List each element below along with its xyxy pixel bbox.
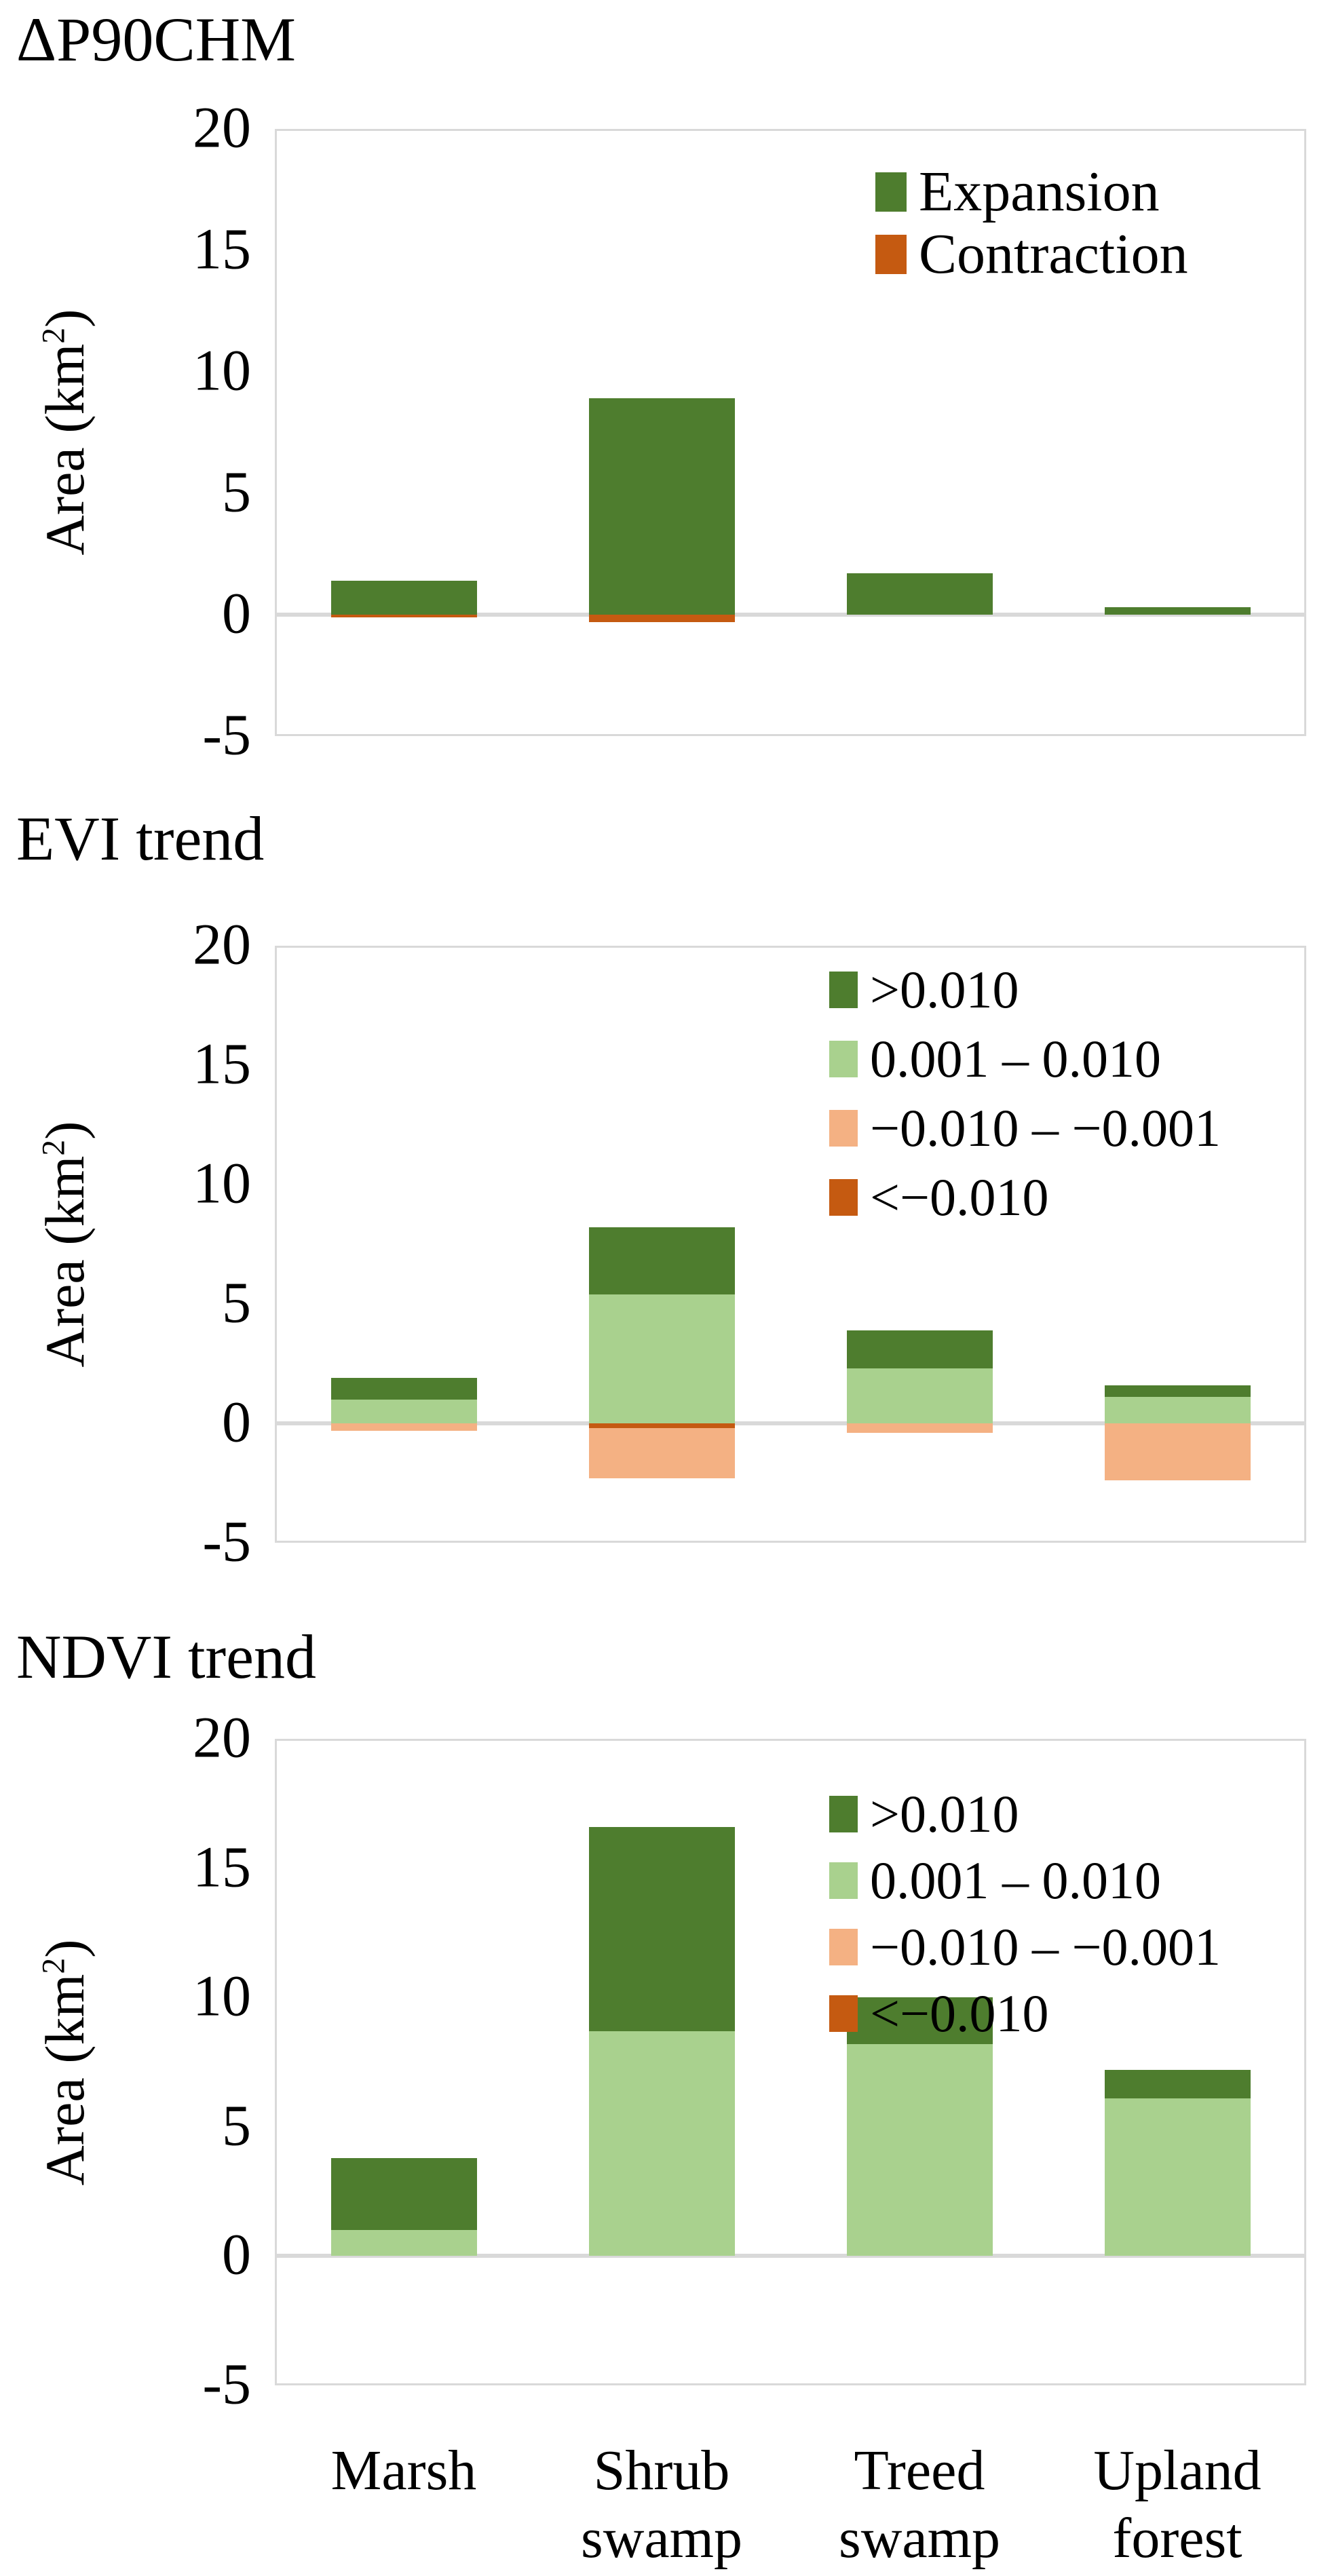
bar-segment: [846, 1368, 993, 1423]
legend-label: −0.010 – −0.001: [870, 1098, 1221, 1157]
legend-item: Expansion: [875, 164, 1160, 220]
zero-line: [275, 613, 1306, 617]
y-tick-label: 15: [193, 216, 251, 282]
bar-segment: [846, 1330, 993, 1369]
legend-item: 0.001 – 0.010: [829, 1854, 1161, 1907]
legend-item: −0.010 – −0.001: [829, 1102, 1221, 1155]
bar-segment: [588, 398, 735, 615]
bar-segment: [588, 1428, 735, 1478]
legend-item: <−0.010: [829, 1171, 1048, 1224]
bar-segment: [330, 580, 477, 615]
legend-item: −0.010 – −0.001: [829, 1921, 1221, 1974]
y-tick-label: 10: [193, 1963, 251, 2029]
chart-title-p90chm: ΔP90CHM: [16, 5, 296, 74]
bar-segment: [1104, 607, 1251, 615]
y-axis-label-text: ): [34, 1121, 96, 1140]
legend-swatch: [829, 1179, 858, 1216]
legend-swatch: [829, 1041, 858, 1077]
y-tick-label: 0: [222, 2221, 251, 2287]
bar-segment: [846, 2043, 993, 2256]
bar-segment: [330, 2230, 477, 2256]
legend-item: Contraction: [875, 226, 1188, 283]
bar-segment: [846, 573, 993, 615]
legend-swatch: [829, 1995, 858, 2032]
x-category-label: Marsh: [275, 2437, 533, 2505]
legend-label: >0.010: [870, 960, 1019, 1019]
legend-swatch: [875, 235, 907, 274]
y-tick-label: 15: [193, 1031, 251, 1096]
chart-title-ndvi: NDVI trend: [16, 1622, 316, 1691]
bar-segment: [1104, 1385, 1251, 1398]
legend-label: >0.010: [870, 1784, 1019, 1843]
bar-segment: [588, 1294, 735, 1423]
bar-segment: [588, 1227, 735, 1294]
y-tick-label: -5: [202, 701, 251, 767]
x-category-label: Upland forest: [1048, 2437, 1306, 2573]
legend-item: >0.010: [829, 963, 1019, 1016]
plot-area-p90chm: [275, 129, 1306, 736]
legend-swatch: [875, 172, 907, 212]
y-tick-label: 5: [222, 2092, 251, 2158]
y-tick-label: 5: [222, 1269, 251, 1335]
bar-segment: [588, 615, 735, 622]
legend-swatch: [829, 972, 858, 1008]
bar-segment: [330, 1399, 477, 1423]
y-tick-label: 5: [222, 459, 251, 524]
bar-segment: [588, 1826, 735, 2031]
bar-segment: [1104, 2098, 1251, 2256]
legend-label: Expansion: [919, 160, 1160, 223]
y-tick-label: 20: [193, 1704, 251, 1770]
legend-label: 0.001 – 0.010: [870, 1029, 1161, 1088]
y-tick-label: 20: [193, 94, 251, 160]
legend-label: −0.010 – −0.001: [870, 1917, 1221, 1976]
bar-segment: [588, 1423, 735, 1429]
plot-area-ndvi: [275, 1739, 1306, 2385]
y-tick-label: -5: [202, 1508, 251, 1574]
bar-segment: [846, 1423, 993, 1434]
y-tick-label: 0: [222, 580, 251, 646]
y-tick-label: 10: [193, 1150, 251, 1216]
y-axis-label-text: ): [34, 1939, 96, 1958]
legend-label: <−0.010: [870, 1168, 1049, 1227]
y-tick-label: 10: [193, 337, 251, 403]
y-tick-label: 20: [193, 911, 251, 977]
x-category-label-line: forest: [1112, 2507, 1242, 2570]
bar-segment: [846, 1997, 993, 2044]
x-category-label: Treed swamp: [791, 2437, 1048, 2573]
y-tick-label: 0: [222, 1389, 251, 1455]
bar-segment: [330, 1378, 477, 1400]
chart-title-evi: EVI trend: [16, 804, 265, 873]
y-tick-label: 15: [193, 1834, 251, 1900]
legend-item: 0.001 – 0.010: [829, 1033, 1161, 1085]
legend-item: >0.010: [829, 1788, 1019, 1841]
bar-segment: [1104, 2069, 1251, 2098]
legend-swatch: [829, 1862, 858, 1899]
bar-segment: [330, 615, 477, 617]
y-axis-label-text: ): [34, 309, 96, 328]
bar-segment: [330, 2157, 477, 2231]
legend-label: 0.001 – 0.010: [870, 1851, 1161, 1910]
x-category-label-line: Upland: [1093, 2439, 1261, 2502]
x-category-label-line: Treed: [854, 2439, 985, 2502]
x-category-label-line: swamp: [839, 2507, 1000, 2570]
bar-segment: [330, 1423, 477, 1431]
bar-segment: [1104, 1397, 1251, 1423]
legend-swatch: [829, 1796, 858, 1832]
bar-segment: [1104, 1423, 1251, 1481]
zero-line: [275, 1421, 1306, 1425]
bar-segment: [588, 2031, 735, 2256]
legend-label: Contraction: [919, 223, 1188, 286]
x-category-label-line: Marsh: [330, 2439, 477, 2502]
x-category-label-line: swamp: [581, 2507, 742, 2570]
legend-item: <−0.010: [829, 1987, 1048, 2040]
x-category-label-line: Shrub: [593, 2439, 730, 2502]
legend-label: <−0.010: [870, 1984, 1049, 2043]
zero-line: [275, 2254, 1306, 2258]
legend-swatch: [829, 1929, 858, 1965]
x-category-label: Shrub swamp: [533, 2437, 791, 2573]
legend-swatch: [829, 1110, 858, 1147]
y-tick-label: -5: [202, 2351, 251, 2417]
